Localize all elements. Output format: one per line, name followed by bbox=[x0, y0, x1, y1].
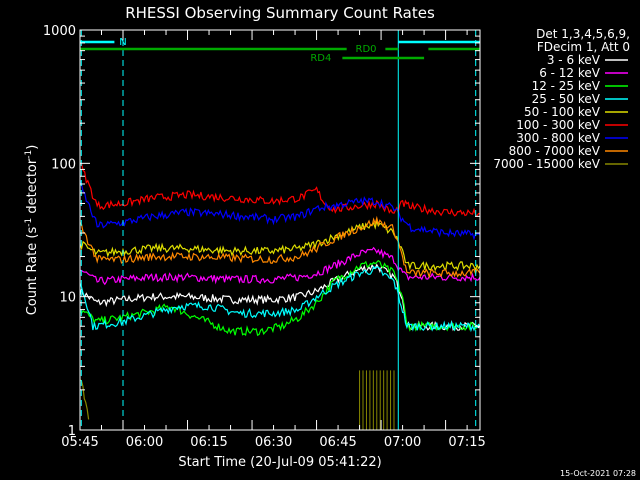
x-tick-label: 06:00 bbox=[126, 435, 163, 450]
legend-label: 800 - 7000 keV bbox=[509, 144, 601, 158]
y-tick-label: 100 bbox=[51, 157, 76, 172]
y-axis-label-sup2: -1 bbox=[24, 150, 34, 159]
series-line-4 bbox=[79, 218, 481, 272]
legend-header-line: Det 1,3,4,5,6,9, bbox=[536, 27, 630, 41]
chart-title: RHESSI Observing Summary Count Rates bbox=[125, 4, 435, 22]
footer-timestamp: 15-Oct-2021 07:28 bbox=[560, 469, 636, 478]
series-line-5 bbox=[79, 162, 481, 217]
plot-frame bbox=[79, 29, 481, 431]
x-tick-label: 07:15 bbox=[448, 435, 485, 450]
series-line-7 bbox=[79, 215, 481, 279]
x-tick-label: 06:45 bbox=[319, 435, 356, 450]
y-tick-label: 10 bbox=[59, 291, 76, 306]
legend-label: 25 - 50 keV bbox=[532, 92, 601, 106]
legend-label: 7000 - 15000 keV bbox=[493, 157, 600, 171]
legend-label: 50 - 100 keV bbox=[524, 105, 601, 119]
y-axis-label-mid: detector bbox=[25, 158, 40, 218]
y-axis-label-sup1: -1 bbox=[24, 218, 34, 227]
legend-label: 300 - 800 keV bbox=[516, 131, 600, 145]
y-tick-label: 1000 bbox=[43, 24, 76, 39]
x-tick-label: 05:45 bbox=[61, 435, 98, 450]
series-line-3 bbox=[79, 265, 481, 333]
legend-label: 6 - 12 keV bbox=[539, 66, 601, 80]
series-line-2 bbox=[79, 259, 481, 337]
y-axis-label: Count Rate (s-1 detector-1) bbox=[24, 145, 40, 316]
series-line-1 bbox=[79, 246, 481, 286]
attenuator-label: N bbox=[119, 37, 126, 48]
series-line-6 bbox=[79, 180, 481, 241]
y-axis-label-main: Count Rate (s bbox=[25, 227, 40, 316]
legend-label: 100 - 300 keV bbox=[516, 118, 600, 132]
legend-label: 3 - 6 keV bbox=[547, 53, 601, 67]
x-axis-label: Start Time (20-Jul-09 05:41:22) bbox=[178, 455, 381, 470]
x-tick-label: 06:15 bbox=[190, 435, 227, 450]
rd4-label: RD4 bbox=[310, 53, 331, 64]
y-tick-label: 1 bbox=[68, 424, 76, 439]
x-tick-label: 06:30 bbox=[255, 435, 292, 450]
legend-header-line: FDecim 1, Att 0 bbox=[537, 40, 630, 54]
legend-label: 12 - 25 keV bbox=[532, 79, 601, 93]
x-tick-label: 07:00 bbox=[384, 435, 421, 450]
rd0-label: RD0 bbox=[356, 44, 377, 55]
y-axis-label-end: ) bbox=[25, 145, 40, 150]
